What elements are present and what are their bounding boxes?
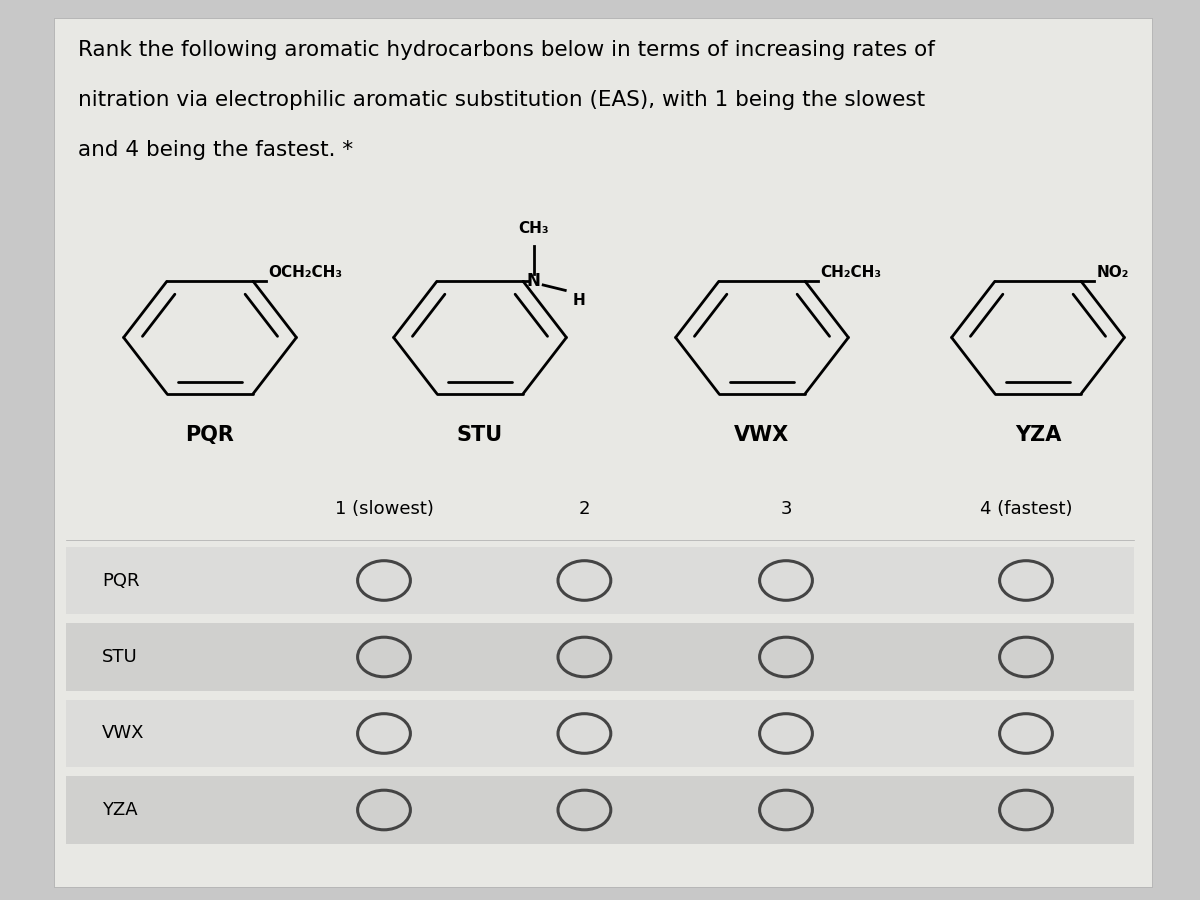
Text: and 4 being the fastest. *: and 4 being the fastest. * [78,140,353,159]
Text: 4 (fastest): 4 (fastest) [979,500,1073,518]
Bar [66,776,1134,844]
Text: VWX: VWX [102,724,144,742]
FancyBboxPatch shape [54,18,1152,886]
Text: 3: 3 [780,500,792,518]
Text: nitration via electrophilic aromatic substitution (EAS), with 1 being the slowes: nitration via electrophilic aromatic sub… [78,90,925,110]
Text: Rank the following aromatic hydrocarbons below in terms of increasing rates of: Rank the following aromatic hydrocarbons… [78,40,935,60]
Text: YZA: YZA [1015,425,1061,445]
Text: VWX: VWX [734,425,790,445]
Text: OCH₂CH₃: OCH₂CH₃ [269,265,343,280]
Bar [66,623,1134,691]
Text: PQR: PQR [102,572,139,590]
Bar [66,546,1134,614]
Text: N: N [527,273,540,291]
Text: PQR: PQR [186,425,234,445]
Text: NO₂: NO₂ [1097,265,1129,280]
Text: CH₃: CH₃ [518,220,548,236]
Bar [66,700,1134,767]
Text: YZA: YZA [102,801,138,819]
Text: STU: STU [457,425,503,445]
Text: 2: 2 [578,500,590,518]
Text: STU: STU [102,648,138,666]
Text: H: H [572,293,586,308]
Text: CH₂CH₃: CH₂CH₃ [821,265,882,280]
Text: 1 (slowest): 1 (slowest) [335,500,433,518]
